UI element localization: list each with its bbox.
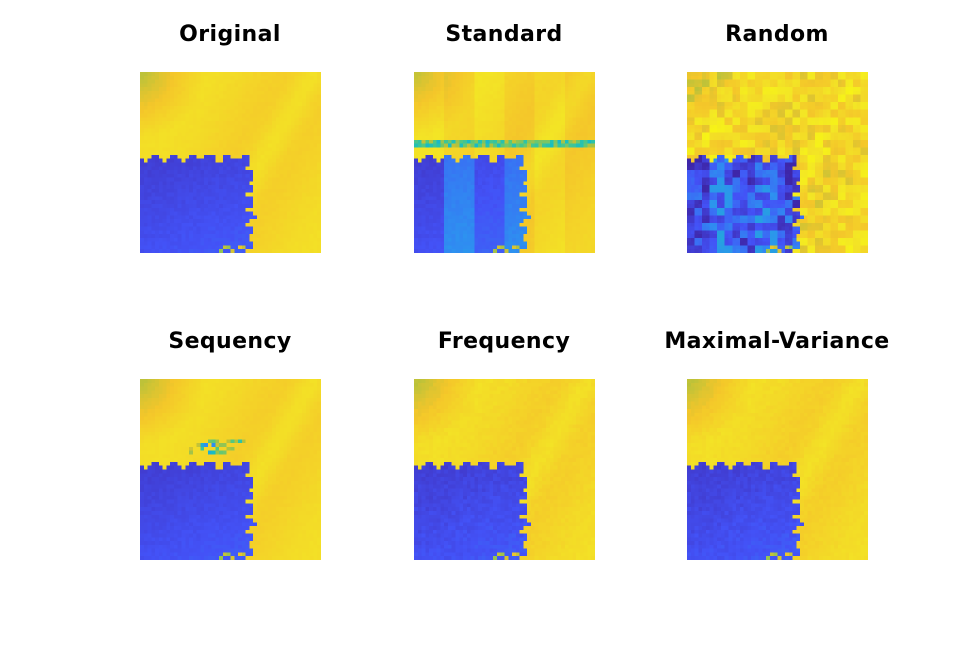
image-random [687,72,868,253]
image-maximal-variance [687,379,868,560]
panel-title-maximal-variance: Maximal-Variance [664,329,890,354]
heatmap-pixels [687,379,868,560]
panel-title-frequency: Frequency [437,329,571,354]
panel-title-random: Random [725,22,829,47]
image-original [140,72,321,253]
panel-title-original: Original [179,22,281,47]
panel-title-sequency: Sequency [168,329,292,354]
heatmap-pixels [414,72,595,253]
heatmap-pixels [140,379,321,560]
image-standard [414,72,595,253]
heatmap-pixels [140,72,321,253]
image-sequency [140,379,321,560]
panel-title-standard: Standard [445,22,563,47]
heatmap-pixels [687,72,868,253]
image-frequency [414,379,595,560]
heatmap-pixels [414,379,595,560]
